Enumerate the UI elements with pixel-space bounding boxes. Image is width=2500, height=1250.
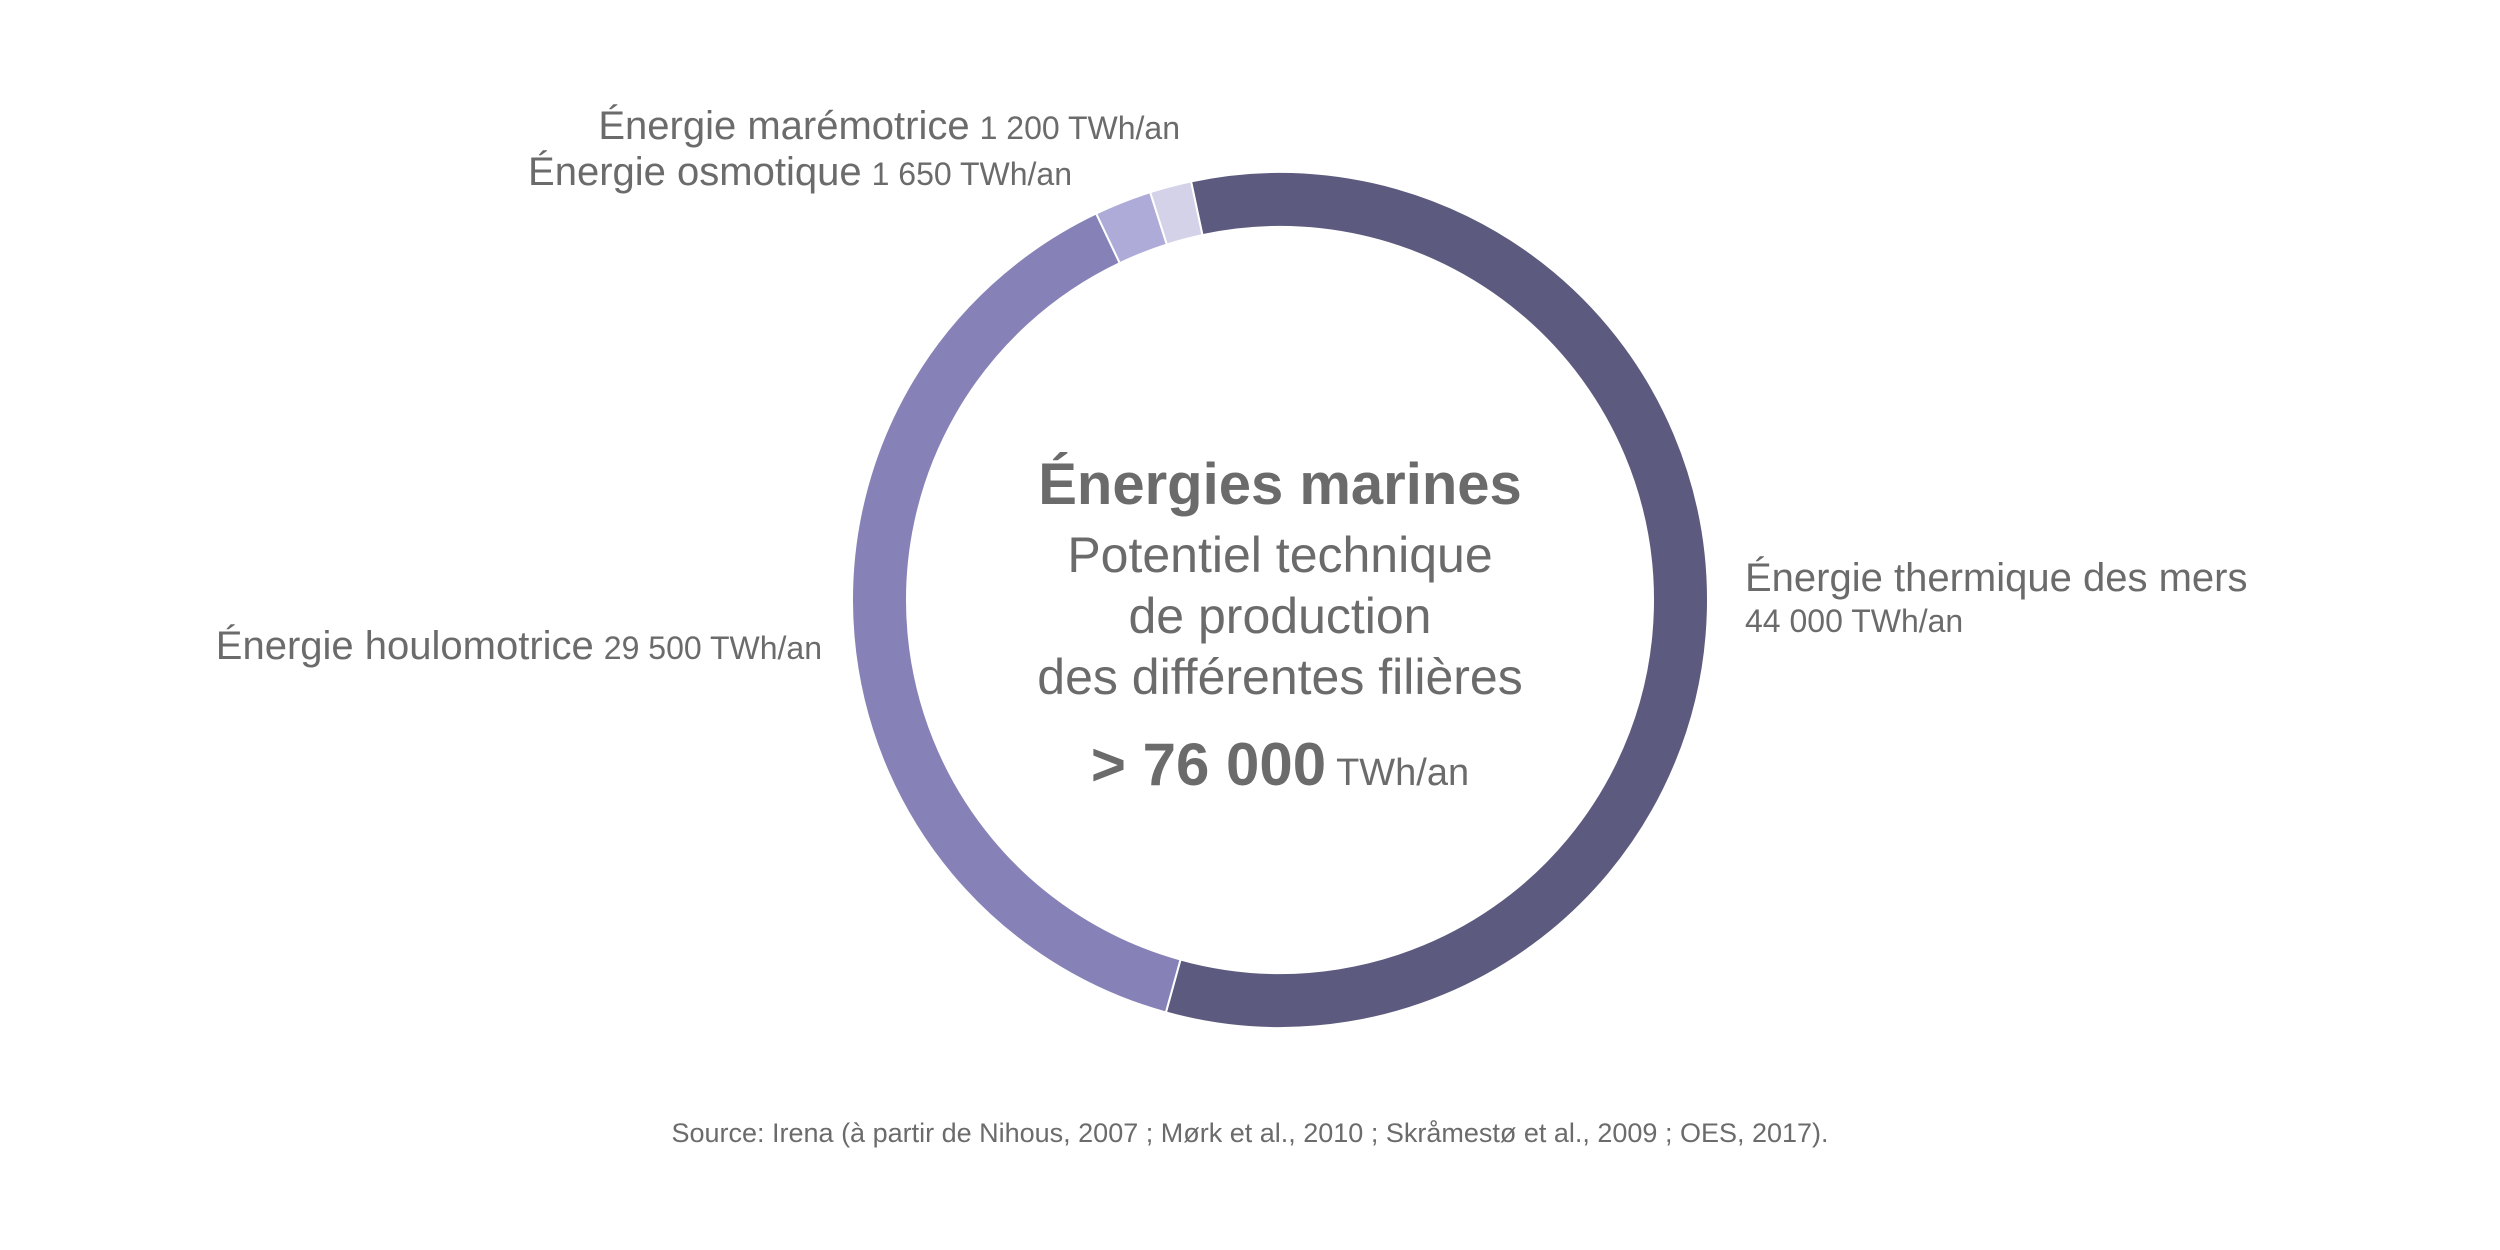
donut-slice-2: [851, 212, 1182, 1014]
label-osmotique: Énergie osmotique 1 650 TWh/an: [528, 150, 1072, 194]
source-note: Source: Irena (à partir de Nihous, 2007 …: [671, 1118, 1829, 1148]
label-houlomotrice-name: Énergie houlomotrice: [215, 624, 594, 668]
chart-total: > 76 000 TWh/an: [980, 730, 1580, 799]
label-houlomotrice-value: 29 500 TWh/an: [603, 630, 822, 666]
chart-total-value: > 76 000: [1090, 730, 1327, 798]
chart-total-unit: TWh/an: [1336, 751, 1470, 794]
chart-subtitle: Potentiel technique de production des di…: [980, 525, 1580, 708]
donut-center: Énergies marines Potentiel technique de …: [980, 452, 1580, 799]
label-maremotrice-value: 1 200 TWh/an: [979, 110, 1180, 146]
chart-subtitle-line-1: Potentiel technique: [1067, 526, 1493, 583]
label-houlomotrice: Énergie houlomotrice 29 500 TWh/an: [216, 624, 822, 668]
label-thermique-value: 44 000 TWh/an: [1745, 603, 1964, 639]
label-osmotique-value: 1 650 TWh/an: [871, 156, 1072, 192]
label-maremotrice-name: Énergie marémotrice: [598, 104, 970, 148]
label-osmotique-name: Énergie osmotique: [528, 150, 862, 194]
chart-subtitle-line-2: de production: [1128, 587, 1432, 644]
donut-slice-4: [1148, 180, 1204, 246]
label-thermique-name: Énergie thermique des mers: [1745, 556, 2248, 600]
label-maremotrice: Énergie marémotrice 1 200 TWh/an: [598, 104, 1180, 148]
chart-subtitle-line-3: des différentes filières: [1037, 648, 1523, 705]
donut-slice-1: [1164, 171, 1709, 1029]
chart-title: Énergies marines: [1038, 452, 1522, 517]
label-thermique: Énergie thermique des mers 44 000 TWh/an: [1745, 556, 2247, 639]
